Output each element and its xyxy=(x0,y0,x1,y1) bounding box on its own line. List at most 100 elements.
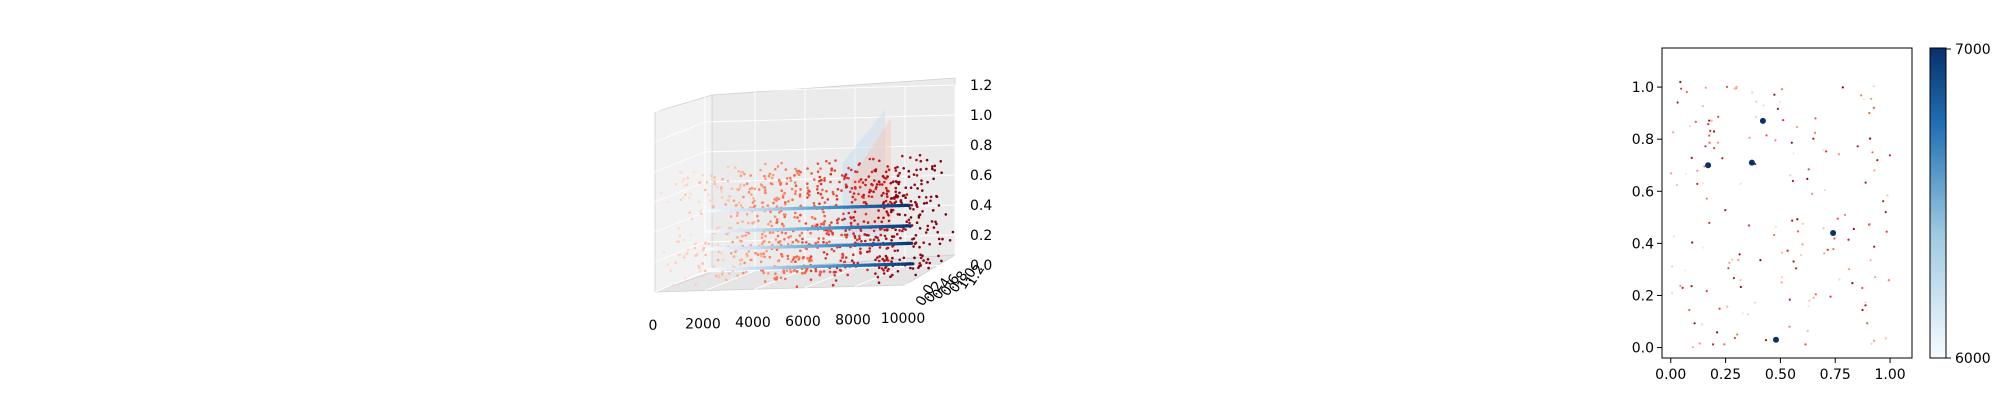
scatter-point-2d xyxy=(1882,200,1885,203)
scatter-point-3d xyxy=(842,260,846,264)
scatter-point-3d xyxy=(778,211,781,214)
pane-back xyxy=(711,77,956,273)
scatter-point-3d xyxy=(737,201,741,204)
scatter-point-3d xyxy=(703,188,707,192)
scatter-point-3d xyxy=(836,219,839,222)
scatter-point-3d xyxy=(878,183,882,186)
scatter-point-3d xyxy=(728,195,731,198)
scatter-point-3d xyxy=(866,250,869,254)
scatter-point-3d xyxy=(735,203,738,207)
scatter-point-3d xyxy=(926,224,930,228)
scatter-point-3d xyxy=(929,199,932,203)
scatter-point-3d xyxy=(859,178,863,181)
scatter-point-3d xyxy=(788,176,792,180)
scatter-point-2d xyxy=(1780,251,1784,254)
scatter-point-3d xyxy=(894,228,897,232)
scatter-point-2d xyxy=(1788,325,1791,328)
scatter-point-3d xyxy=(783,215,787,219)
scatter-point-3d xyxy=(844,229,847,232)
scatter-point-3d xyxy=(919,253,922,257)
scatter-point-3d xyxy=(806,196,809,199)
scatter-point-3d xyxy=(909,186,913,189)
scatter-point-3d xyxy=(832,270,836,274)
scatter-point-3d xyxy=(680,171,684,174)
scatter-point-2d xyxy=(1807,168,1810,171)
scatter-point-2d xyxy=(1675,183,1678,187)
scatter-point-3d xyxy=(886,228,889,231)
scatter-point-3d xyxy=(925,261,928,265)
scatter-point-2d xyxy=(1725,85,1729,88)
scatter-point-3d xyxy=(806,167,809,170)
scatter-point-3d xyxy=(873,220,877,223)
scatter-point-3d xyxy=(671,284,675,287)
x-tick-label-2d: 0.75 xyxy=(1820,367,1851,383)
scatter-point-3d xyxy=(683,254,687,257)
scatter-point-3d xyxy=(703,275,706,279)
grid-line xyxy=(704,174,956,183)
scatter-point-3d xyxy=(754,251,757,255)
scatter-point-3d xyxy=(727,226,731,230)
scatter-point-3d xyxy=(886,195,889,198)
scatter-point-3d xyxy=(876,256,879,259)
scatter-point-2d xyxy=(1672,235,1675,238)
scatter-point-2d xyxy=(1723,343,1726,346)
scatter-point-3d xyxy=(686,176,690,180)
scatter-point-2d xyxy=(1814,293,1817,296)
scatter-point-3d xyxy=(825,159,828,163)
scatter-point-3d xyxy=(816,185,819,188)
scatter-point-2d xyxy=(1708,221,1711,224)
scatter-point-3d xyxy=(921,210,924,213)
scatter-point-2d xyxy=(1672,131,1675,134)
scatter-point-3d xyxy=(715,185,719,189)
scatter-point-3d xyxy=(746,254,749,258)
scatter-point-3d xyxy=(747,221,750,225)
scatter-point-3d xyxy=(878,159,881,163)
scatter-point-3d xyxy=(886,175,889,178)
scatter-point-3d xyxy=(928,242,931,246)
scatter-point-3d xyxy=(763,174,766,178)
scatter-point-2d xyxy=(1838,278,1841,281)
scatter-point-2d xyxy=(1791,219,1794,222)
scatter-point-3d xyxy=(830,221,833,224)
grid-line xyxy=(904,264,956,286)
scatter-point-2d xyxy=(1728,261,1731,264)
scatter-point-3d xyxy=(835,198,839,201)
scatter-point-3d xyxy=(703,269,707,273)
axes-frame-2d xyxy=(1661,47,1913,359)
scatter-point-3d xyxy=(928,261,931,265)
scatter-point-3d xyxy=(831,283,835,287)
scatter-point-2d xyxy=(1691,346,1694,349)
scatter-point-3d xyxy=(806,256,809,260)
scatter-point-3d xyxy=(877,209,880,212)
scatter-point-3d xyxy=(773,215,777,218)
scatter-point-3d xyxy=(919,159,923,163)
scatter-point-3d xyxy=(760,242,764,246)
scatter-point-3d xyxy=(898,213,901,216)
scatter-point-3d xyxy=(799,188,802,191)
scatter-point-3d xyxy=(832,249,836,253)
scatter-point-3d xyxy=(739,259,742,262)
scatter-point-2d xyxy=(1801,222,1804,225)
scatter-point-3d xyxy=(738,186,742,189)
scatter-point-3d xyxy=(856,223,860,226)
scatter-point-3d xyxy=(720,187,723,190)
scatter-point-3d xyxy=(777,197,781,201)
scatter-point-3d xyxy=(809,278,813,282)
scatter-point-3d xyxy=(884,199,888,203)
scatter-point-3d xyxy=(799,204,802,208)
scatter-point-2d xyxy=(1852,227,1855,231)
scatter-point-2d xyxy=(1670,172,1673,175)
scatter-point-3d xyxy=(752,205,756,209)
scatter-point-3d xyxy=(890,208,893,212)
line-series-3d xyxy=(702,203,915,272)
scatter-point-2d xyxy=(1738,253,1741,256)
scatter-point-3d xyxy=(907,218,911,222)
scatter-point-3d xyxy=(716,243,720,246)
scatter-point-2d xyxy=(1782,119,1785,122)
scatter-point-3d xyxy=(843,233,847,237)
scatter-points-3d xyxy=(659,153,955,289)
scatter-point-2d xyxy=(1808,299,1811,302)
scatter-point-3d xyxy=(779,183,782,186)
scatter-point-3d xyxy=(707,242,711,245)
scatter-point-2d xyxy=(1823,252,1826,255)
